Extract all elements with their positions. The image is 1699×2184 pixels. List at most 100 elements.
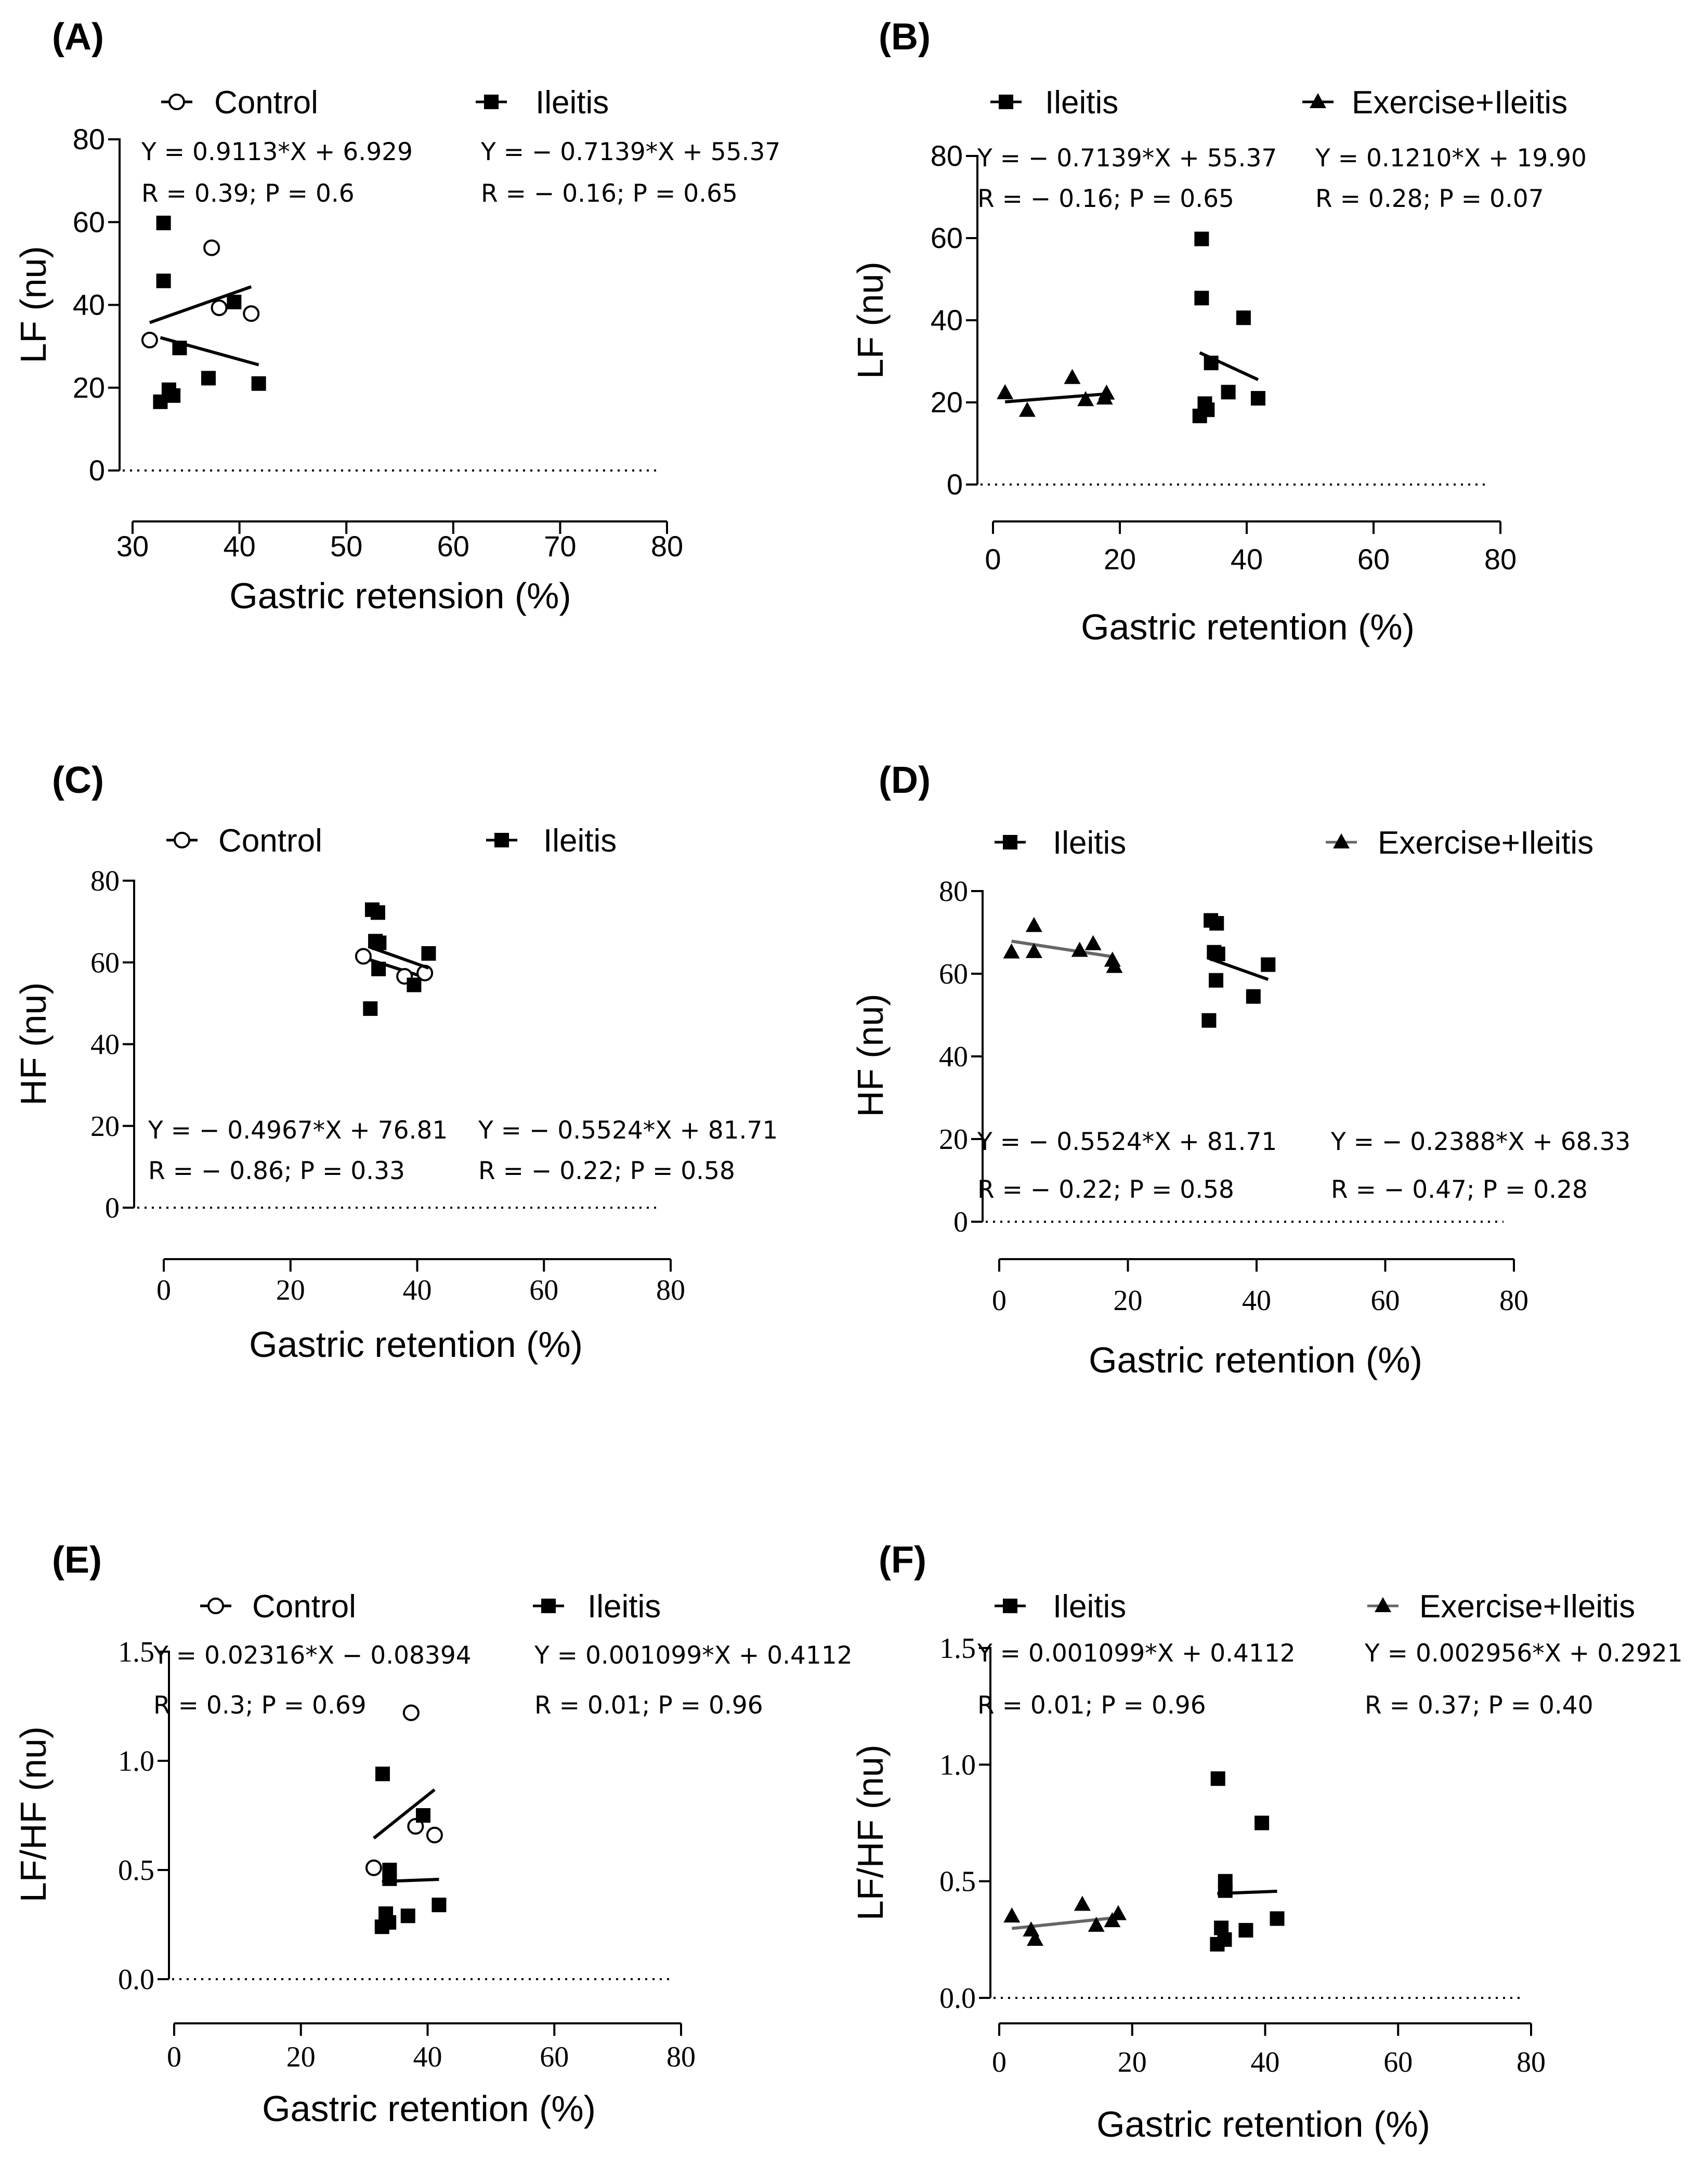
y-tick-label: 0 <box>953 1206 968 1238</box>
data-point <box>1218 1883 1233 1898</box>
data-point <box>1210 1771 1225 1786</box>
series-ileitis: Ileitis Y = − 0.7139*X + 55.37 R = − 0.16;… <box>977 85 1277 424</box>
legend-marker <box>1003 835 1017 849</box>
chart-panel-e: (E) 0.0 0.5 1.0 1.5 0 20 40 60 80 Gastric retentio… <box>13 1539 853 2129</box>
data-point <box>1088 1916 1105 1932</box>
data-point <box>1209 916 1224 931</box>
data-point <box>1246 989 1261 1004</box>
data-point <box>355 948 372 965</box>
series-ileitis: Ileitis Y = − 0.7139*X + 55.37 R = − 0.16;… <box>153 85 780 409</box>
x-tick-label: 60 <box>1371 1285 1400 1317</box>
data-point <box>375 1767 390 1782</box>
x-tick-label: 60 <box>437 530 469 563</box>
regression-stats: R = 0.3; P = 0.69 <box>153 1691 367 1720</box>
x-axis-title: Gastric retention (%) <box>249 1324 583 1365</box>
data-point <box>1074 1895 1091 1911</box>
y-tick-label: 20 <box>931 386 963 419</box>
data-point <box>1221 385 1236 400</box>
data-point <box>1025 917 1042 932</box>
y-tick-label: 0.5 <box>118 1854 154 1887</box>
regression-stats: R = 0.01; P = 0.96 <box>977 1691 1206 1720</box>
regression-equation: Y = − 0.2388*X + 68.33 <box>1330 1128 1630 1156</box>
y-tick-label: 80 <box>73 123 105 155</box>
regression-line <box>1011 1916 1119 1930</box>
y-tick-label: 80 <box>931 139 963 172</box>
y-tick-label: 0 <box>105 1192 120 1224</box>
legend-marker <box>541 1599 556 1613</box>
data-point <box>365 1859 382 1876</box>
x-tick-label: 20 <box>286 2041 316 2073</box>
x-tick-label: 20 <box>1114 1285 1143 1317</box>
data-point <box>1194 231 1209 246</box>
data-point <box>372 935 387 950</box>
legend-marker <box>999 95 1013 109</box>
y-tick-label: 0.5 <box>939 1866 976 1898</box>
x-tick-label: 20 <box>1104 543 1136 576</box>
series-control: Control Y = 0.9113*X + 6.929 R = 0.39; P =… <box>141 85 413 349</box>
data-point <box>1027 1930 1044 1946</box>
chart-panel-f: (F) 0.0 0.5 1.0 1.5 0 20 40 60 80 Gastric retentio… <box>850 1539 1683 2144</box>
regression-stats: R = 0.01; P = 0.96 <box>534 1691 763 1720</box>
regression-stats: R = − 0.22; P = 0.58 <box>977 1175 1234 1204</box>
data-point <box>371 961 386 976</box>
x-tick-label: 40 <box>1242 1285 1271 1317</box>
y-axis-title: LF/HF (nu) <box>850 1745 891 1920</box>
y-tick-label: 80 <box>90 865 120 897</box>
chart-panel-a: (A) 0 20 40 60 80 30 40 50 60 70 80 Gastric retensio… <box>13 16 780 616</box>
y-tick-label: 20 <box>73 371 105 404</box>
x-tick-label: 60 <box>1357 543 1390 576</box>
y-tick-label: 40 <box>73 289 105 321</box>
regression-stats: R = 0.28; P = 0.07 <box>1315 185 1544 213</box>
x-tick-label: 0 <box>167 2041 181 2073</box>
series-exercise-ileitis: Exercise+Ileitis Y = 0.002956*X + 0.2921 R… <box>1003 1589 1683 1946</box>
legend-label: Control <box>214 85 318 121</box>
y-tick-label: 60 <box>73 205 105 238</box>
y-axis-title: LF/HF (nu) <box>13 1727 54 1902</box>
y-axis-title: HF (nu) <box>850 993 891 1117</box>
legend-label: Ileitis <box>535 85 609 121</box>
x-tick-label: 80 <box>1484 543 1517 576</box>
data-point <box>1250 391 1265 406</box>
x-axis-title: Gastric retension (%) <box>229 576 571 616</box>
x-tick-label: 0 <box>992 1285 1007 1317</box>
regression-equation: Y = 0.1210*X + 19.90 <box>1315 144 1587 173</box>
data-point <box>1209 973 1224 988</box>
data-point <box>1254 1815 1270 1830</box>
regression-line <box>370 946 429 970</box>
y-tick-label: 0.0 <box>939 1982 976 2015</box>
regression-equation: Y = − 0.4967*X + 76.81 <box>148 1116 448 1145</box>
legend-label: Ileitis <box>1045 85 1118 121</box>
data-point <box>1064 369 1081 384</box>
y-tick-label: 1.5 <box>939 1632 976 1665</box>
legend-label: Ileitis <box>1053 825 1126 861</box>
data-point <box>382 1915 397 1930</box>
x-tick-label: 40 <box>1251 2046 1280 2078</box>
series-ileitis: Ileitis Y = 0.001099*X + 0.4112 R = 0.01; … <box>374 1589 853 1934</box>
data-point <box>1003 943 1020 959</box>
y-tick-label: 0 <box>947 468 963 501</box>
data-point <box>402 1704 420 1721</box>
x-tick-label: 30 <box>116 530 149 563</box>
regression-line <box>1004 392 1107 403</box>
data-point <box>363 1001 378 1016</box>
y-tick-label: 1.0 <box>118 1745 154 1777</box>
data-point <box>1236 310 1251 325</box>
y-tick-label: 1.0 <box>939 1749 976 1781</box>
x-tick-label: 80 <box>656 1274 685 1306</box>
legend-label: Ileitis <box>1053 1589 1126 1625</box>
chart-panel-d: (D) 0 20 40 60 80 0 20 40 60 80 Gastric retention (… <box>850 760 1630 1380</box>
data-point <box>1084 935 1102 950</box>
x-tick-label: 50 <box>330 530 362 563</box>
data-point <box>1106 958 1123 973</box>
legend-marker <box>1375 1597 1391 1612</box>
regression-equation: Y = 0.02316*X − 0.08394 <box>153 1641 472 1670</box>
y-axis-title: LF (nu) <box>850 261 891 379</box>
regression-line <box>1011 939 1115 959</box>
data-point <box>415 1808 430 1823</box>
y-tick-label: 40 <box>931 304 963 336</box>
data-point <box>1217 1932 1232 1947</box>
chart-panel-b: (B) 0 20 40 60 80 0 20 40 60 80 Gastric retention (… <box>850 16 1587 647</box>
data-point <box>1003 1907 1021 1923</box>
regression-equation: Y = 0.002956*X + 0.2921 <box>1364 1639 1683 1668</box>
